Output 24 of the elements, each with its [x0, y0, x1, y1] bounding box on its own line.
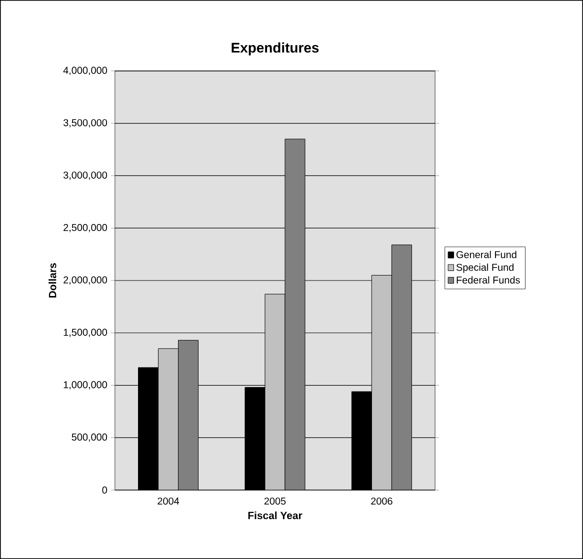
x-axis-title: Fiscal Year	[248, 511, 302, 520]
y-tick-label: 1,500,000	[64, 328, 108, 338]
y-tick-label: 3,000,000	[63, 172, 108, 180]
chart-title: Expenditures	[232, 42, 319, 56]
y-tick-label: 4,000,000	[63, 66, 108, 76]
x-tick-label: 2004	[158, 498, 180, 505]
y-axis-title: Dollars	[48, 263, 56, 298]
bar	[284, 138, 306, 490]
y-tick-label: 0	[102, 486, 108, 494]
bar	[158, 348, 179, 490]
x-tick-label: 2006	[371, 498, 392, 505]
bar	[178, 340, 199, 490]
y-tick-label: 2,000,000	[64, 276, 108, 285]
y-tick-label: 1,000,000	[64, 381, 108, 390]
bar	[371, 275, 392, 490]
y-tick-label: 500,000	[72, 434, 108, 442]
bar	[264, 294, 286, 490]
x-tick-label: 2005	[264, 498, 286, 505]
bar	[391, 244, 412, 490]
legend-label: Special Fund	[456, 264, 514, 273]
y-tick-label: 2,500,000	[64, 224, 108, 232]
legend-label: General Fund	[456, 250, 516, 258]
legend-label: Federal Funds	[456, 276, 520, 284]
y-tick-label: 3,500,000	[63, 119, 108, 128]
